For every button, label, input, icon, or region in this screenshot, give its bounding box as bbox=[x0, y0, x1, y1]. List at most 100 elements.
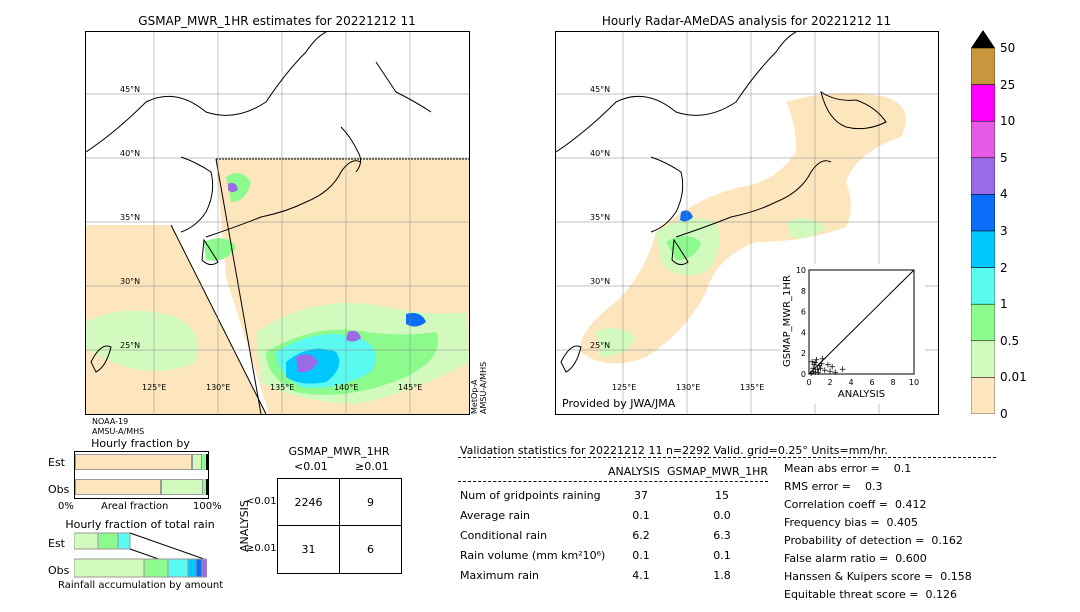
right-sat-label: MetOp-A AMSU-A/MHS bbox=[470, 354, 488, 414]
contingency-cell-22: 6 bbox=[367, 543, 374, 556]
scatter-point: + bbox=[808, 358, 816, 368]
validation-score: Mean abs error = 0.1 bbox=[784, 462, 912, 475]
validation-rule-mid bbox=[458, 481, 768, 482]
colorbar-label: 0 bbox=[1000, 407, 1008, 421]
colorbar-label: 5 bbox=[1000, 150, 1008, 165]
scatter-point: + bbox=[817, 364, 825, 374]
left-lat-30: 30°N bbox=[120, 277, 140, 286]
left-lat-45: 45°N bbox=[120, 85, 140, 94]
left-rain-kyushu bbox=[204, 238, 236, 261]
colorbar-label: 4 bbox=[1000, 187, 1008, 202]
left-lat-35: 35°N bbox=[120, 213, 140, 222]
validation-row-gsmap: 15 bbox=[715, 489, 729, 502]
occurrence-obs-label: Obs bbox=[48, 483, 70, 496]
scatter-xtick: 10 bbox=[909, 378, 919, 387]
right-lat-45: 45°N bbox=[590, 85, 610, 94]
validation-score: Frequency bias = 0.405 bbox=[784, 516, 919, 529]
left-lon-145: 145°E bbox=[398, 383, 422, 392]
validation-score: Equitable threat score = 0.126 bbox=[784, 588, 957, 601]
validation-row-analysis: 0.1 bbox=[632, 509, 650, 522]
contingency-cell-11: 2246 bbox=[294, 496, 323, 509]
validation-row-gsmap: 6.3 bbox=[713, 529, 731, 542]
total-rain-title: Hourly fraction of total rain bbox=[65, 518, 215, 531]
scatter-point: + bbox=[831, 368, 839, 378]
validation-col-analysis: ANALYSIS bbox=[608, 465, 660, 478]
validation-row-label: Conditional rain bbox=[460, 529, 548, 542]
left-rain-purple2 bbox=[346, 330, 361, 342]
scatter-point: + bbox=[839, 365, 847, 375]
total-rain-footer: Rainfall accumulation by amount bbox=[58, 580, 224, 591]
scatter-point: + bbox=[809, 364, 817, 374]
scatter-xlabel: ANALYSIS bbox=[837, 389, 886, 400]
scatter-xtick: 0 bbox=[806, 378, 811, 387]
validation-row-label: Rain volume (mm km²10⁶) bbox=[460, 549, 606, 562]
scatter-point: + bbox=[819, 354, 827, 364]
left-map-svg: 45°N 40°N 35°N 30°N 25°N 125°E 130°E 135… bbox=[86, 32, 469, 414]
left-map-frame: 45°N 40°N 35°N 30°N 25°N 125°E 130°E 135… bbox=[85, 31, 470, 415]
validation-row-analysis: 0.1 bbox=[632, 549, 650, 562]
occurrence-xmid: Areal fraction bbox=[101, 501, 169, 512]
validation-score: False alarm ratio = 0.600 bbox=[784, 552, 927, 565]
right-lat-25: 25°N bbox=[590, 341, 610, 350]
left-map-title: GSMAP_MWR_1HR estimates for 20221212 11 bbox=[138, 14, 416, 28]
validation-col-gsmap: GSMAP_MWR_1HR bbox=[667, 465, 769, 478]
scatter-point: + bbox=[828, 363, 836, 373]
contingency-cell-12: 9 bbox=[367, 496, 374, 509]
scatter-xtick: 4 bbox=[848, 378, 853, 387]
left-lat-40: 40°N bbox=[120, 149, 140, 158]
left-sat-label-1: NOAA-19 bbox=[92, 417, 129, 426]
colorbar-segment bbox=[970, 47, 996, 85]
scatter-ytick: 4 bbox=[801, 328, 806, 337]
scatter-inset: 0 0 2 2 4 4 6 6 8 8 10 10 + + + + + + + + + + + + + + + + + + + + ANALY… bbox=[780, 264, 925, 404]
scatter-ytick: 10 bbox=[796, 266, 806, 275]
colorbar-label: 3 bbox=[1000, 224, 1008, 238]
left-rain-north2 bbox=[228, 182, 238, 192]
colorbar bbox=[970, 30, 996, 415]
left-rain-light bbox=[86, 310, 199, 371]
scatter-point: + bbox=[807, 369, 815, 379]
colorbar-segment bbox=[970, 194, 996, 232]
colorbar-segment bbox=[970, 377, 996, 415]
colorbar-svg bbox=[970, 30, 996, 415]
scatter-point: + bbox=[818, 360, 826, 370]
validation-row-analysis: 6.2 bbox=[632, 529, 650, 542]
scatter-ytick: 8 bbox=[801, 287, 806, 296]
contingency-grid: 2246 9 31 6 bbox=[277, 478, 402, 574]
contingency-row2: ≥0.01 bbox=[246, 543, 277, 554]
colorbar-arrow bbox=[971, 30, 995, 48]
scatter-ytick: 6 bbox=[801, 308, 806, 317]
colorbar-label: 10 bbox=[1000, 114, 1016, 129]
validation-rule-top bbox=[458, 457, 996, 458]
validation-row-label: Num of gridpoints raining bbox=[460, 489, 601, 502]
left-swath-line2 bbox=[170, 224, 267, 414]
validation-row-label: Maximum rain bbox=[460, 569, 539, 582]
left-lon-140: 140°E bbox=[334, 383, 358, 392]
scatter-point: + bbox=[826, 367, 834, 377]
scatter-xtick: 2 bbox=[827, 378, 832, 387]
left-sat-label-2: AMSU-A/MHS bbox=[92, 427, 145, 436]
left-lon-135: 135°E bbox=[270, 383, 294, 392]
contingency-title: GSMAP_MWR_1HR bbox=[288, 445, 390, 458]
left-lon-125: 125°E bbox=[142, 383, 166, 392]
colorbar-labels: 50 25 10 5 4 3 2 1 0.5 0.01 0 bbox=[1000, 30, 1040, 430]
scatter-ytick: 0 bbox=[801, 370, 806, 379]
colorbar-segment bbox=[970, 340, 996, 378]
scatter-point: + bbox=[815, 368, 823, 378]
scatter-point: + bbox=[810, 361, 818, 371]
right-map-title: Hourly Radar-AMeDAS analysis for 2022121… bbox=[601, 14, 892, 28]
occurrence-x1: 100% bbox=[193, 501, 222, 512]
validation-row-gsmap: 1.8 bbox=[713, 569, 731, 582]
colorbar-label: 2 bbox=[1000, 260, 1008, 275]
left-lon-130: 130°E bbox=[206, 383, 230, 392]
contingency-row1: <0.01 bbox=[246, 496, 277, 507]
occurrence-est-bar bbox=[75, 454, 208, 470]
validation-row-analysis: 37 bbox=[634, 489, 648, 502]
scatter-point: + bbox=[812, 359, 820, 369]
scatter-xtick: 6 bbox=[869, 378, 874, 387]
occurrence-est-label: Est bbox=[48, 456, 65, 469]
validation-score: Hanssen & Kuipers score = 0.158 bbox=[784, 570, 972, 583]
occurrence-frame bbox=[74, 451, 209, 499]
colorbar-segment bbox=[970, 84, 996, 122]
contingency-cell-21: 31 bbox=[301, 543, 316, 556]
